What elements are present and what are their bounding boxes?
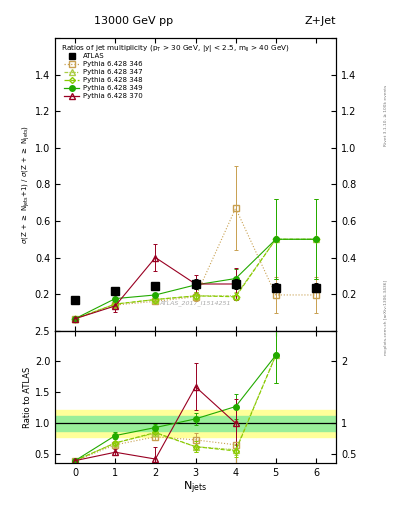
Y-axis label: Ratio to ATLAS: Ratio to ATLAS [23,366,32,428]
Bar [135,416,175,431]
Bar [296,416,336,431]
Bar [216,416,256,431]
Text: 13000 GeV pp: 13000 GeV pp [94,15,173,26]
Bar [55,416,95,431]
Y-axis label: $\sigma$(Z + $\geq$ N$_\mathsf{jets}$+1) / $\sigma$(Z + $\geq$ N$_\mathsf{jets}$: $\sigma$(Z + $\geq$ N$_\mathsf{jets}$+1)… [20,125,32,244]
Text: Ratios of jet multiplicity (p$_\mathsf{T}$ > 30 GeV, |y| < 2.5, m$_\mathsf{ll}$ : Ratios of jet multiplicity (p$_\mathsf{T… [61,43,289,54]
Bar [175,416,216,431]
Text: mcplots.cern.ch [arXiv:1306.3436]: mcplots.cern.ch [arXiv:1306.3436] [384,280,388,355]
Bar [95,410,135,437]
Bar [216,410,256,437]
Legend: ATLAS, Pythia 6.428 346, Pythia 6.428 347, Pythia 6.428 348, Pythia 6.428 349, P: ATLAS, Pythia 6.428 346, Pythia 6.428 34… [61,51,145,102]
Bar [256,410,296,437]
Bar [55,410,95,437]
Bar [256,416,296,431]
Bar [296,410,336,437]
Bar [95,416,135,431]
Bar [175,410,216,437]
Text: Z+Jet: Z+Jet [305,15,336,26]
X-axis label: N$_\mathsf{jets}$: N$_\mathsf{jets}$ [184,480,208,496]
Bar [135,410,175,437]
Text: ATLAS_2017_I1514251: ATLAS_2017_I1514251 [160,300,231,306]
Text: Rivet 3.1.10, ≥ 100k events: Rivet 3.1.10, ≥ 100k events [384,84,388,146]
